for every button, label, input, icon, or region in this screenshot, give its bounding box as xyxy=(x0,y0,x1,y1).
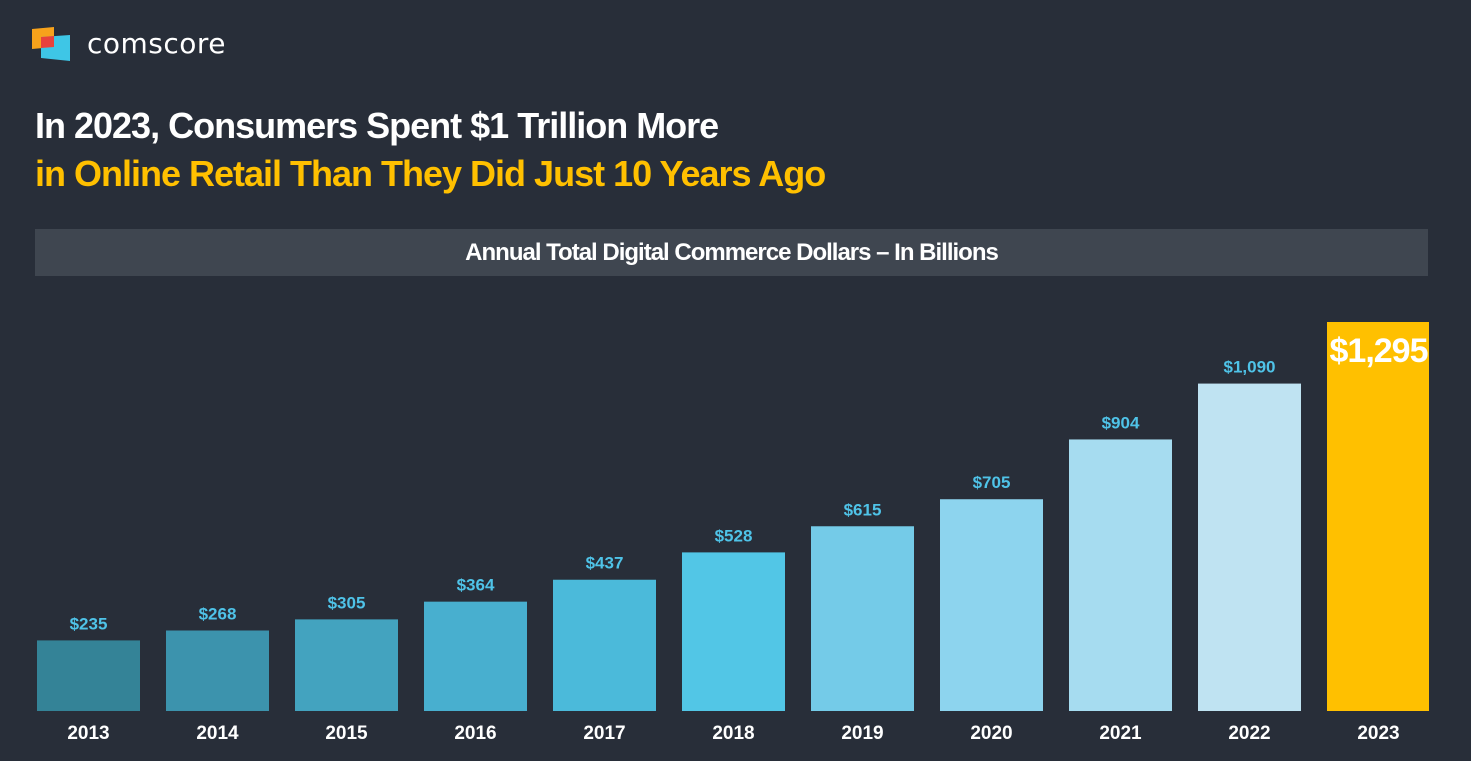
x-tick-label: 2018 xyxy=(712,723,754,744)
data-label: $528 xyxy=(715,526,753,545)
x-tick-label: 2022 xyxy=(1228,723,1270,744)
bar-2021 xyxy=(1069,439,1172,711)
x-tick-label: 2015 xyxy=(325,723,368,744)
x-tick-label: 2023 xyxy=(1357,723,1399,744)
data-label: $364 xyxy=(457,576,495,595)
headline-line-1: In 2023, Consumers Spent $1 Trillion Mor… xyxy=(35,105,719,146)
data-label: $615 xyxy=(844,500,882,519)
x-tick-label: 2014 xyxy=(196,723,239,744)
bar-2016 xyxy=(424,601,527,711)
brand-name: comscore xyxy=(87,27,227,60)
data-label: $1,295 xyxy=(1330,332,1428,370)
x-tick-label: 2020 xyxy=(970,723,1012,744)
data-label: $904 xyxy=(1102,413,1140,432)
x-tick-label: 2016 xyxy=(454,723,496,744)
x-tick-label: 2021 xyxy=(1099,723,1142,744)
bar-2017 xyxy=(553,579,656,711)
bar-2022 xyxy=(1198,383,1301,711)
x-tick-label: 2017 xyxy=(583,723,625,744)
data-label: $235 xyxy=(70,614,108,633)
x-tick-label: 2019 xyxy=(841,723,883,744)
data-label: $705 xyxy=(973,473,1011,492)
x-tick-label: 2013 xyxy=(67,723,109,744)
chart-title-band: Annual Total Digital Commerce Dollars – … xyxy=(35,229,1428,276)
bar-2020 xyxy=(940,499,1043,711)
bar-2019 xyxy=(811,526,914,711)
chart-title: Annual Total Digital Commerce Dollars – … xyxy=(465,238,999,266)
data-label: $1,090 xyxy=(1224,358,1276,377)
headline-line-2: in Online Retail Than They Did Just 10 Y… xyxy=(35,153,826,194)
comscore-logo-icon xyxy=(32,27,70,61)
bar-2014 xyxy=(166,630,269,711)
data-label: $437 xyxy=(586,554,624,573)
bar-2015 xyxy=(295,619,398,711)
data-label: $305 xyxy=(328,593,366,612)
bar-2023 xyxy=(1327,322,1429,711)
bar-2013 xyxy=(37,640,140,711)
bar-2018 xyxy=(682,552,785,711)
data-label: $268 xyxy=(199,604,237,623)
